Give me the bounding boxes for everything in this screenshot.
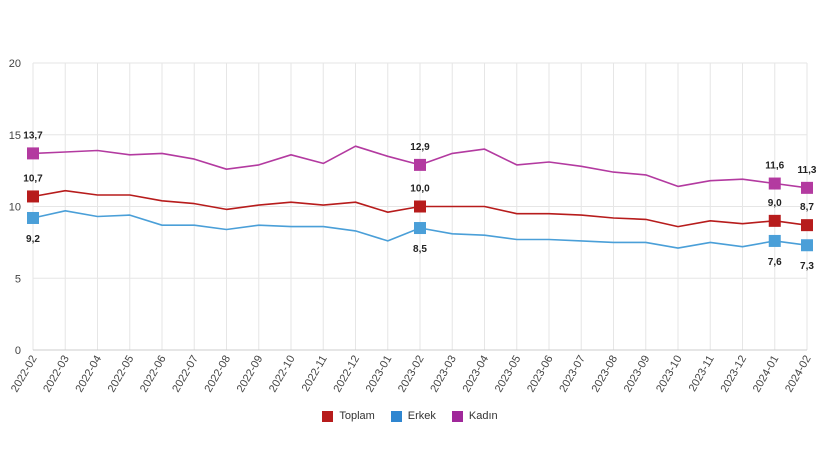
x-tick-label: 2022-05 xyxy=(106,354,137,395)
data-label-kadin: 13,7 xyxy=(23,130,43,141)
data-point-toplam xyxy=(801,219,813,232)
y-tick-label: 20 xyxy=(9,58,21,70)
x-tick-label: 2022-06 xyxy=(138,354,169,395)
data-point-erkek xyxy=(27,211,39,224)
x-tick-label: 2022-09 xyxy=(235,354,266,395)
x-tick-label: 2023-10 xyxy=(654,354,685,395)
data-point-toplam xyxy=(768,214,781,227)
x-tick-label: 2022-07 xyxy=(170,354,201,395)
x-tick-label: 2022-10 xyxy=(267,354,298,395)
y-tick-label: 5 xyxy=(15,273,21,285)
x-tick-label: 2023-07 xyxy=(557,354,588,395)
x-tick-label: 2023-11 xyxy=(687,354,717,394)
x-tick-label: 2023-08 xyxy=(590,354,621,395)
x-tick-label: 2023-09 xyxy=(622,354,653,395)
data-label-kadin: 11,3 xyxy=(798,165,817,176)
legend-swatch-toplam xyxy=(322,410,334,422)
x-tick-label: 2023-03 xyxy=(428,354,459,395)
x-tick-label: 2022-02 xyxy=(9,354,40,395)
x-tick-label: 2023-04 xyxy=(461,354,492,395)
x-tick-label: 2022-08 xyxy=(203,354,234,395)
x-tick-label: 2022-03 xyxy=(41,354,72,395)
x-tick-label: 2024-01 xyxy=(751,354,782,395)
x-tick-label: 2023-01 xyxy=(364,354,395,395)
data-label-toplam: 9,0 xyxy=(768,198,782,209)
data-label-toplam: 10,7 xyxy=(23,173,43,184)
data-point-erkek xyxy=(768,234,781,247)
data-point-kadin xyxy=(801,181,813,194)
data-label-toplam: 10,0 xyxy=(410,184,430,195)
legend-swatch-erkek xyxy=(390,410,402,422)
y-tick-label: 15 xyxy=(9,130,21,142)
data-label-kadin: 12,9 xyxy=(410,142,430,153)
data-point-kadin xyxy=(768,177,781,190)
chart-legend: Toplam Erkek Kadın xyxy=(0,410,820,422)
data-point-erkek xyxy=(414,222,426,235)
legend-label-kadin: Kadın xyxy=(468,410,498,422)
data-point-toplam xyxy=(27,190,39,203)
x-tick-label: 2022-12 xyxy=(332,354,363,395)
data-point-kadin xyxy=(414,158,426,171)
data-label-erkek: 7,6 xyxy=(768,257,782,268)
x-tick-label: 2023-12 xyxy=(719,354,750,395)
x-tick-label: 2023-05 xyxy=(493,354,524,395)
legend-item-kadin[interactable]: Kadın xyxy=(451,410,498,422)
data-point-toplam xyxy=(414,200,426,213)
x-tick-label: 2024-02 xyxy=(783,354,814,395)
data-label-erkek: 8,5 xyxy=(413,244,427,255)
data-label-toplam: 8,7 xyxy=(800,202,814,213)
data-point-kadin xyxy=(27,147,39,160)
legend-label-erkek: Erkek xyxy=(407,410,436,422)
y-tick-label: 0 xyxy=(15,345,21,357)
data-label-kadin: 11,6 xyxy=(765,161,784,172)
legend-item-erkek[interactable]: Erkek xyxy=(390,410,436,422)
legend-swatch-kadin xyxy=(451,410,463,422)
x-tick-label: 2022-04 xyxy=(74,354,105,395)
legend-label-toplam: Toplam xyxy=(339,410,375,422)
data-point-erkek xyxy=(801,239,813,252)
x-tick-label: 2023-02 xyxy=(396,354,427,395)
data-label-erkek: 9,2 xyxy=(26,234,40,245)
x-tick-label: 2023-06 xyxy=(525,354,556,395)
legend-item-toplam[interactable]: Toplam xyxy=(322,410,375,422)
x-tick-label: 2022-11 xyxy=(300,354,330,394)
data-label-erkek: 7,3 xyxy=(800,261,814,272)
y-tick-label: 10 xyxy=(9,202,21,214)
